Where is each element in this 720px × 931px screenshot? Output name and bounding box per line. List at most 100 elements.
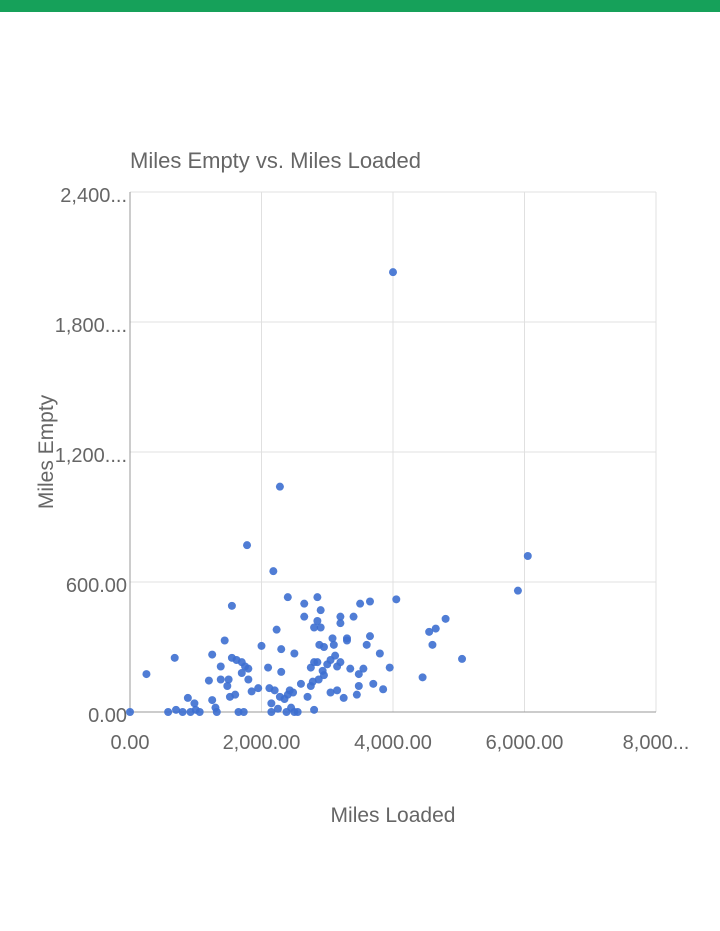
scatter-point xyxy=(418,673,427,682)
scatter-point xyxy=(183,693,192,702)
x-tick-label: 6,000.00 xyxy=(486,732,564,754)
scatter-point xyxy=(329,640,338,649)
scatter-point xyxy=(352,690,361,699)
x-tick-labels: 0.00 2,000.00 4,000.00 6,000.00 8,000... xyxy=(111,732,690,754)
scatter-point xyxy=(316,623,325,632)
scatter-point xyxy=(216,662,225,671)
scatter-point xyxy=(523,552,532,560)
scatter-point xyxy=(267,699,276,708)
scatter-point xyxy=(313,617,322,625)
scatter-point xyxy=(336,612,345,621)
scatter-point xyxy=(244,664,253,673)
scatter-point xyxy=(293,708,302,716)
scatter-point xyxy=(319,671,328,680)
y-tick-label: 2,400... xyxy=(60,185,127,207)
scatter-point xyxy=(336,658,345,667)
scatter-point xyxy=(272,625,281,634)
scatter-point xyxy=(227,601,236,610)
scatter-point xyxy=(277,667,286,676)
scatter-point xyxy=(178,708,187,716)
scatter-point xyxy=(296,679,305,688)
scatter-point xyxy=(237,669,246,677)
scatter-point xyxy=(300,612,309,621)
scatter-point xyxy=(441,614,450,623)
scatter-point xyxy=(313,593,322,602)
scatter-point xyxy=(316,606,325,615)
scatter-point xyxy=(172,705,181,714)
scatter-point xyxy=(224,675,233,684)
scatter-point xyxy=(331,651,340,660)
scatter-point xyxy=(333,686,342,695)
scatter-point xyxy=(428,640,437,649)
x-tick-label: 2,000.00 xyxy=(223,732,301,754)
scatter-point xyxy=(190,699,199,708)
scatter-point xyxy=(310,623,319,632)
scatter-point xyxy=(223,682,232,690)
data-points xyxy=(126,268,532,716)
scatter-point xyxy=(289,688,298,697)
x-tick-label: 4,000.00 xyxy=(354,732,432,754)
scatter-point xyxy=(254,684,263,693)
scatter-point xyxy=(369,679,378,688)
scatter-point xyxy=(303,692,312,701)
scatter-point xyxy=(354,670,363,679)
scatter-point xyxy=(362,640,371,649)
scatter-point xyxy=(195,708,204,716)
scatter-point xyxy=(328,634,337,643)
scatter-point xyxy=(290,649,299,658)
y-tick-label: 0.00 xyxy=(88,705,127,727)
scatter-point xyxy=(513,586,522,595)
scatter-point xyxy=(208,696,217,705)
scatter-point xyxy=(365,632,374,641)
scatter-point xyxy=(314,675,323,684)
scatter-point xyxy=(310,705,319,714)
scatter-point xyxy=(356,599,365,608)
scatter-point xyxy=(346,664,355,673)
scatter-point xyxy=(392,595,401,604)
scatter-point xyxy=(300,599,309,608)
scatter-point xyxy=(319,643,328,651)
y-tick-label: 1,200.... xyxy=(55,445,127,467)
scatter-point xyxy=(385,663,394,672)
scatter-point xyxy=(277,645,286,654)
scatter-point xyxy=(204,676,213,685)
scatter-point xyxy=(244,675,253,684)
scatter-point xyxy=(354,682,363,690)
scatter-point xyxy=(247,687,256,696)
scatter-point xyxy=(379,685,388,694)
y-tick-labels: 0.00 600.00 1,200.... 1,800.... 2,400... xyxy=(55,185,127,727)
scatter-point xyxy=(239,708,248,716)
scatter-point xyxy=(326,688,335,697)
scatter-point xyxy=(389,268,397,277)
scatter-point xyxy=(170,653,179,662)
scatter-point xyxy=(231,690,240,699)
scatter-point xyxy=(142,670,151,679)
scatter-point xyxy=(375,649,384,658)
scatter-point xyxy=(365,597,374,606)
top-accent-bar xyxy=(0,0,720,12)
scatter-point xyxy=(220,636,229,645)
scatter-point xyxy=(212,708,221,716)
scatter-point xyxy=(339,693,348,702)
scatter-point xyxy=(267,708,276,716)
scatter-point xyxy=(283,593,292,602)
x-tick-label: 0.00 xyxy=(111,732,150,754)
scatter-point xyxy=(431,624,440,633)
scatter-point xyxy=(243,541,252,550)
scatter-point xyxy=(342,634,351,643)
scatter-point xyxy=(359,664,368,673)
scatter-point xyxy=(458,654,467,663)
chart-title: Miles Empty vs. Miles Loaded xyxy=(130,148,421,173)
scatter-point xyxy=(313,658,322,667)
x-axis-label: Miles Loaded xyxy=(331,804,456,827)
scatter-point xyxy=(275,482,284,491)
scatter-point xyxy=(216,675,225,684)
scatter-point xyxy=(164,708,173,716)
y-axis-label: Miles Empty xyxy=(35,394,58,509)
grid-lines xyxy=(130,191,657,712)
scatter-point xyxy=(270,686,279,695)
scatter-point xyxy=(257,641,266,650)
x-tick-label: 8,000... xyxy=(623,732,690,754)
scatter-point xyxy=(349,612,358,621)
